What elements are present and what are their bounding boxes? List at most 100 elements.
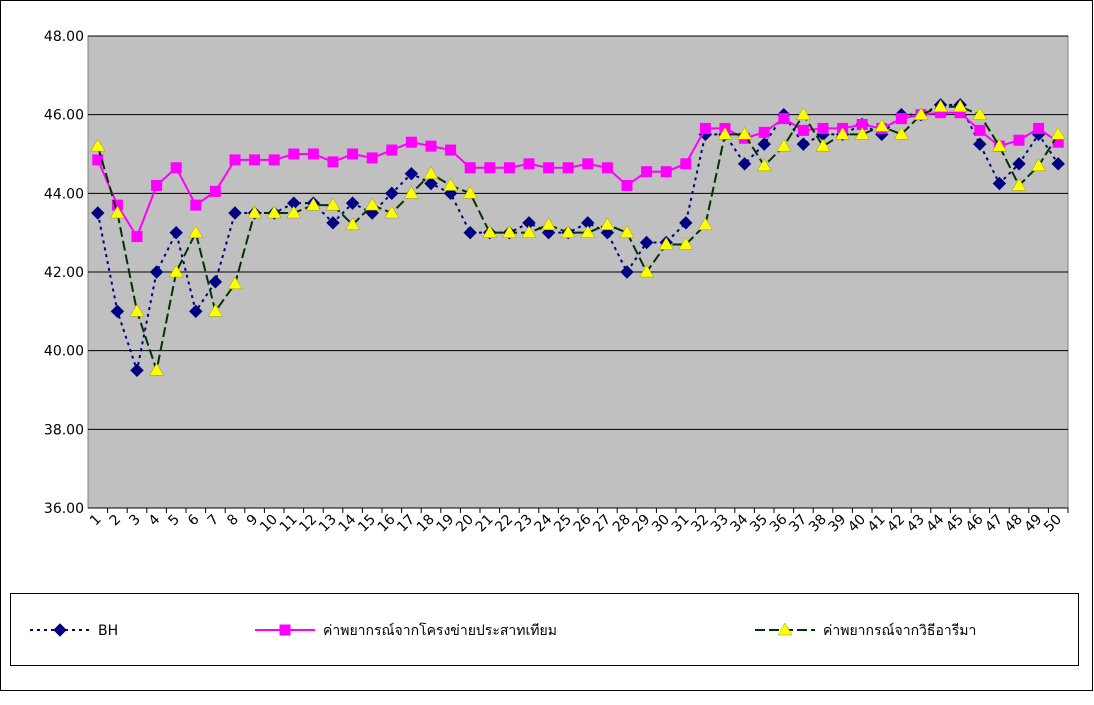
diamond-marker xyxy=(404,166,419,181)
square-marker xyxy=(1013,134,1025,146)
square-marker xyxy=(1033,122,1045,134)
diamond-marker xyxy=(796,137,811,151)
triangle-marker xyxy=(1050,126,1066,140)
square-marker xyxy=(131,231,143,243)
triangle-marker xyxy=(639,264,655,278)
square-marker xyxy=(249,154,261,166)
triangle-marker xyxy=(776,138,792,152)
diamond-marker xyxy=(130,363,144,378)
y-tick-label: 46.00 xyxy=(44,108,84,124)
square-marker xyxy=(543,162,555,174)
square-marker xyxy=(895,113,907,125)
triangle-marker xyxy=(403,185,419,199)
diamond-marker xyxy=(639,235,654,250)
triangle-marker xyxy=(737,126,753,140)
triangle-marker xyxy=(345,217,361,231)
y-tick-label: 48.00 xyxy=(44,29,84,45)
triangle-marker xyxy=(952,99,968,113)
diamond-marker xyxy=(208,275,223,289)
triangle-marker xyxy=(991,138,1007,152)
triangle-marker xyxy=(678,236,694,250)
square-marker xyxy=(288,148,300,160)
square-marker xyxy=(347,148,359,160)
square-marker xyxy=(484,162,496,174)
triangle-marker xyxy=(364,197,380,211)
triangle-marker xyxy=(874,118,890,132)
square-marker xyxy=(279,624,291,636)
square-marker xyxy=(366,152,378,164)
diamond-marker xyxy=(345,196,360,210)
triangle-marker xyxy=(913,107,929,120)
square-marker xyxy=(758,126,770,138)
triangle-marker xyxy=(1031,158,1047,172)
triangle-marker xyxy=(384,205,400,219)
triangle-marker xyxy=(697,217,713,231)
square-marker xyxy=(778,113,790,125)
square-marker xyxy=(523,158,535,170)
y-tick-label: 36.00 xyxy=(44,501,84,517)
triangle-marker xyxy=(854,126,870,140)
diamond-marker xyxy=(757,137,771,151)
square-marker xyxy=(503,162,515,174)
triangle-marker xyxy=(619,225,635,238)
diamond-marker xyxy=(53,623,67,637)
square-marker xyxy=(386,144,398,156)
diamond-marker xyxy=(385,186,399,201)
triangle-marker xyxy=(109,205,125,219)
triangle-marker xyxy=(835,126,851,140)
diamond-marker xyxy=(424,176,438,191)
square-marker xyxy=(327,156,339,168)
diamond-marker xyxy=(110,304,125,319)
triangle-marker xyxy=(207,303,223,317)
diamond-marker xyxy=(463,225,477,240)
diamond-marker xyxy=(228,206,242,220)
diamond-marker xyxy=(1051,157,1065,171)
y-tick-label: 38.00 xyxy=(44,422,84,438)
diamond-marker xyxy=(326,216,340,230)
triangle-marker xyxy=(560,225,576,238)
triangle-marker xyxy=(443,177,459,191)
square-marker xyxy=(209,185,221,197)
square-marker xyxy=(170,162,182,174)
square-marker xyxy=(974,124,986,136)
square-marker xyxy=(817,122,829,134)
diamond-marker xyxy=(737,157,752,171)
triangle-marker xyxy=(501,225,517,238)
triangle-marker xyxy=(580,225,596,238)
square-marker xyxy=(151,179,163,191)
triangle-marker xyxy=(893,126,909,140)
triangle-marker xyxy=(423,166,439,179)
square-marker xyxy=(464,162,476,174)
square-marker xyxy=(425,140,437,152)
triangle-marker xyxy=(482,225,498,238)
triangle-marker xyxy=(717,126,733,140)
triangle-marker xyxy=(933,99,949,113)
diamond-marker xyxy=(189,304,203,319)
triangle-marker xyxy=(325,197,341,211)
diamond-marker xyxy=(91,206,105,220)
square-marker xyxy=(680,158,692,170)
diamond-marker xyxy=(620,265,634,279)
square-marker xyxy=(562,162,574,174)
square-marker xyxy=(190,199,202,211)
diamond-marker xyxy=(992,176,1007,191)
legend-label: BH xyxy=(98,623,118,639)
square-marker xyxy=(582,158,594,170)
triangle-marker xyxy=(168,264,184,278)
square-marker xyxy=(641,166,653,178)
triangle-marker xyxy=(286,205,302,219)
triangle-marker xyxy=(777,622,793,636)
y-tick-label: 42.00 xyxy=(44,265,84,281)
y-tick-label: 40.00 xyxy=(44,344,84,360)
legend xyxy=(10,593,1079,666)
square-marker xyxy=(229,154,241,166)
diamond-marker xyxy=(679,216,693,230)
square-marker xyxy=(307,148,319,160)
legend-label: ค่าพยากรณ์จากวิธีอารีมา xyxy=(823,622,976,639)
triangle-marker xyxy=(149,362,165,376)
triangle-marker xyxy=(247,205,263,219)
square-marker xyxy=(601,162,613,174)
square-marker xyxy=(660,166,672,178)
triangle-marker xyxy=(129,303,145,317)
